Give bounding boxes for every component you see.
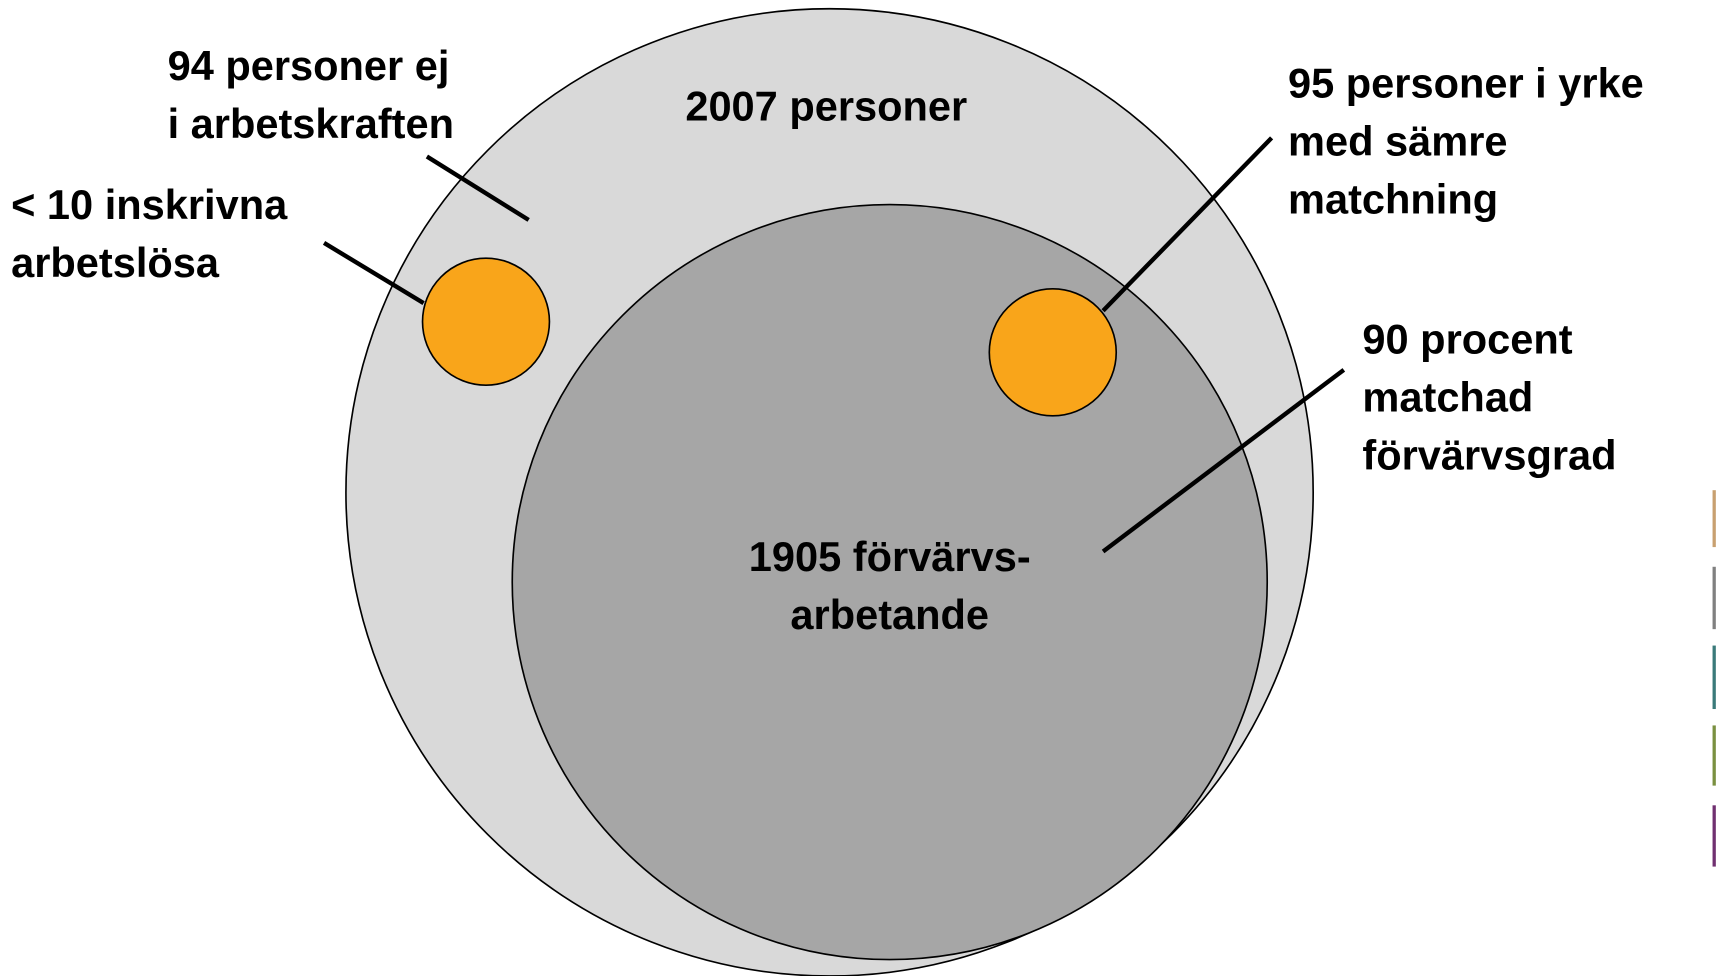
side-bar xyxy=(1712,645,1716,710)
label-line: 1905 förvärvs- xyxy=(749,533,1031,580)
label-line: 95 personer i yrke xyxy=(1288,59,1644,106)
label-line: matchad xyxy=(1362,373,1533,420)
label-line: < 10 inskrivna xyxy=(11,181,288,228)
label-line: förvärvsgrad xyxy=(1362,431,1616,478)
leader-line xyxy=(1101,368,1346,554)
label-line: i arbetskraften xyxy=(168,100,454,147)
annotation: 90 procent matchad förvärvsgrad xyxy=(1362,315,1616,478)
leader-line xyxy=(425,154,530,222)
leader-line xyxy=(322,241,425,305)
label-line: arbetslösa xyxy=(11,239,220,286)
side-bar xyxy=(1712,725,1716,786)
employed-label: 1905 förvärvs-arbetande xyxy=(749,533,1031,638)
label-line: 90 procent xyxy=(1362,315,1572,362)
side-bars xyxy=(1712,490,1716,867)
side-bar xyxy=(1712,566,1716,630)
label-line: arbetande xyxy=(790,591,989,638)
annotation: 95 personer i yrke med sämre matchning xyxy=(1288,59,1644,222)
side-bar xyxy=(1712,805,1716,867)
unemployed-circle xyxy=(421,257,551,386)
label-line: matchning xyxy=(1288,175,1498,222)
annotation: 94 personer ej i arbetskraften xyxy=(168,42,454,147)
side-bar xyxy=(1712,490,1716,548)
label-line: 94 personer ej xyxy=(168,42,450,89)
mismatch-circle xyxy=(988,288,1118,417)
annotation: < 10 inskrivna arbetslösa xyxy=(11,181,288,286)
total-label: 2007 personer xyxy=(685,82,967,129)
label-line: med sämre xyxy=(1288,117,1507,164)
employed-circle xyxy=(511,203,1269,961)
leader-lines xyxy=(322,136,1346,554)
leader-line xyxy=(1101,136,1274,313)
